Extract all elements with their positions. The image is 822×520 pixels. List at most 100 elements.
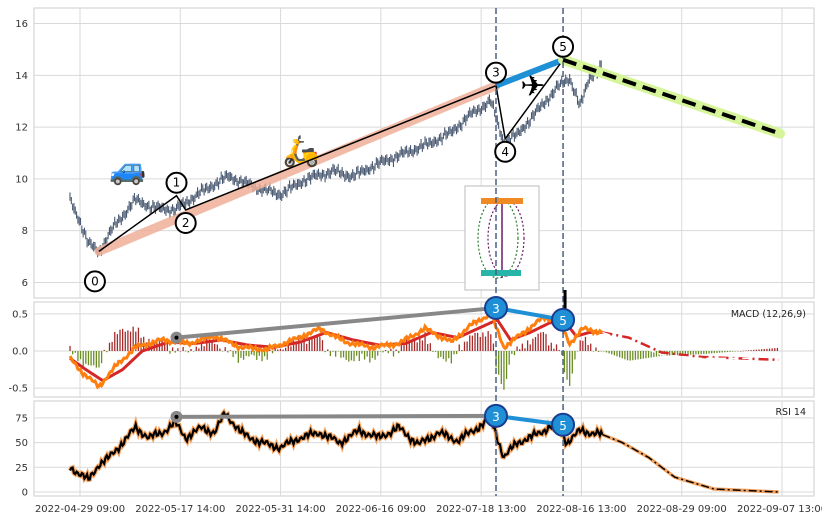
macd-hist-bar	[166, 344, 168, 351]
macd-hist-bar	[695, 350, 697, 355]
macd-hist-bar	[232, 350, 234, 358]
macd-hist-bar	[555, 344, 558, 351]
macd-hist-bar	[116, 334, 119, 351]
macd-hist-bar	[453, 350, 455, 355]
xtick-label: 2022-08-16 13:00	[536, 504, 626, 515]
macd-hist-bar	[687, 350, 689, 355]
macd-hist-bar	[300, 343, 303, 351]
macd-hist-bar	[592, 350, 594, 352]
macd-hist-bar	[508, 350, 510, 365]
macd-hist-bar	[474, 332, 476, 351]
macd-hist-bar	[419, 338, 421, 351]
wave-5-marker	[552, 35, 575, 58]
macd-hist-bar	[290, 346, 292, 351]
macd-hist-bar	[316, 336, 318, 351]
macd-hist-bar	[227, 350, 229, 353]
macd-line	[68, 311, 604, 390]
macd-hist-bar	[632, 350, 634, 361]
macd-hist-bar	[532, 338, 534, 351]
macd-hist-bar	[203, 346, 205, 351]
macd-hist-bar	[526, 340, 529, 351]
macd-hist-bar	[634, 350, 637, 360]
macd-hist-bar	[511, 350, 513, 354]
macd-hist-bar	[340, 350, 342, 358]
rsi-line	[69, 410, 604, 481]
macd-hist-bar	[466, 341, 468, 351]
macd-hist-bar	[490, 334, 492, 351]
macd-hist-bar	[671, 350, 673, 356]
macd-hist-bar	[345, 350, 347, 360]
macd-hist-bar	[253, 350, 255, 356]
macd-hist-bar	[432, 350, 434, 352]
macd-hist-bar	[492, 343, 495, 351]
wave-1-marker	[165, 171, 188, 194]
macd-hist-bar	[295, 342, 297, 351]
macd-hist-bar	[498, 350, 500, 375]
macd-hist-bar	[700, 350, 702, 355]
car-emoji: 🚙	[109, 152, 146, 187]
macd-hist-bar	[245, 350, 247, 356]
macd-hist-bar	[377, 350, 379, 356]
macd-hist-bar	[240, 350, 242, 358]
macd-hist-bar	[569, 350, 571, 386]
macd-point-label: 5	[559, 314, 567, 328]
price-ytick-label: 14	[15, 71, 28, 82]
macd-hist-bar	[753, 349, 755, 351]
macd-hist-bar	[387, 350, 389, 354]
macd-hist-bar	[198, 348, 200, 351]
macd-hist-bar	[682, 350, 684, 356]
macd-hist-bar	[337, 350, 339, 352]
macd-hist-bar	[558, 349, 560, 351]
macd-hist-bar	[547, 345, 550, 351]
macd-hist-bar	[313, 336, 316, 351]
wave-5-label: 5	[559, 40, 567, 54]
price-panel: 🚙🛵✈	[69, 54, 785, 291]
macd-hist-bar	[398, 350, 400, 354]
macd-hist-bar	[269, 349, 271, 351]
macd-hist-bar	[329, 350, 332, 357]
macd-hist-bar	[100, 350, 103, 364]
macd-hist-bar	[321, 340, 324, 351]
macd-hist-bar	[119, 329, 121, 351]
macd-hist-bar	[229, 350, 232, 351]
macd-hist-bar	[334, 350, 337, 357]
macd-hist-bar	[587, 344, 589, 351]
macd-hist-bar	[179, 350, 182, 352]
macd-hist-bar	[164, 344, 166, 351]
macd-hist-bar	[642, 350, 644, 359]
macd-hist-bar	[597, 350, 600, 352]
macd-hist-bar	[734, 350, 736, 352]
wave-3-label: 3	[492, 66, 500, 80]
macd-hist-bar	[463, 341, 466, 351]
macd-hist-bar	[405, 338, 408, 351]
macd-hist-bar	[469, 335, 471, 351]
macd-hist-bar	[308, 338, 310, 351]
macd-hist-bar	[513, 350, 516, 356]
macd-hist-bar	[448, 350, 450, 359]
macd-hist-bar	[703, 350, 705, 355]
macd-hist-bar	[384, 349, 387, 351]
macd-hist-bar	[177, 348, 179, 351]
macd-hist-bar	[647, 350, 650, 358]
macd-hist-bar	[403, 345, 405, 351]
macd-divergence-gray	[176, 305, 497, 340]
macd-hist-bar	[361, 350, 363, 354]
macd-hist-bar	[382, 350, 384, 353]
price-ytick-label: 10	[15, 174, 28, 185]
rsi-divergence-gray	[176, 413, 497, 419]
macd-hist-bar	[482, 332, 484, 351]
macd-hist-bar	[768, 348, 771, 351]
macd-hist-bar	[724, 350, 726, 353]
macd-hist-bar	[421, 340, 424, 351]
macd-hist-bar	[374, 350, 376, 360]
macd-hist-bar	[266, 350, 268, 360]
macd-hist-bar	[766, 348, 768, 351]
xtick-label: 2022-09-07 13:00	[737, 504, 822, 515]
macd-ytick-label: -0.5	[8, 384, 28, 395]
macd-hist-bar	[319, 336, 321, 351]
macd-hist-bar	[108, 342, 111, 351]
macd-hist-bar	[716, 350, 718, 353]
macd-hist-bar	[221, 350, 224, 352]
macd-hist-bar	[424, 332, 426, 351]
macd-hist-bar	[82, 350, 84, 369]
